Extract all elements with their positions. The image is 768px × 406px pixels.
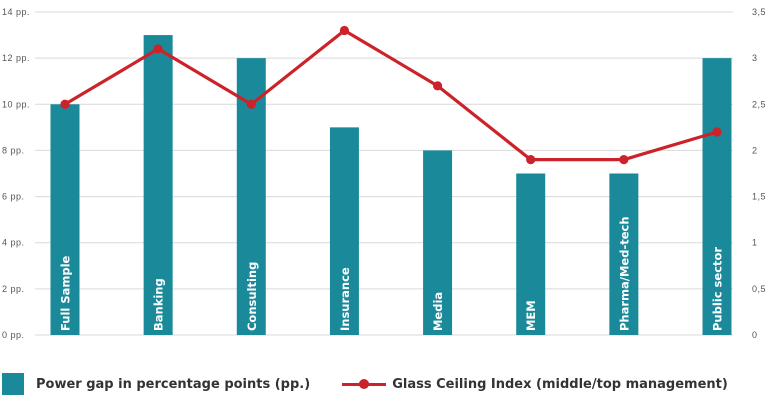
bar [50,104,80,336]
bar [702,58,732,336]
line-point [60,99,70,109]
legend-item-bar: Power gap in percentage points (pp.) [2,373,310,395]
line-series [60,25,722,165]
category-label: MEM [524,300,538,331]
right-tick-label: 1,5 [752,192,766,202]
right-tick-label: 3 [752,53,758,63]
right-tick-label: 0 [752,330,758,340]
left-axis-ticks: 0 pp. 2 pp. 4 pp. 6 pp. 8 pp. 10 pp. 12 pp. 14 … [2,7,30,340]
legend: Power gap in percentage points (pp.) Gla… [0,372,768,396]
legend-swatch-bar [2,373,24,395]
category-label: Insurance [338,267,352,331]
category-label: Media [431,292,445,331]
left-tick-label: 8 pp. [2,145,25,155]
left-tick-label: 2 pp. [2,284,25,294]
right-tick-label: 2,5 [752,99,766,109]
category-label: Public sector [711,247,725,331]
bar [609,173,639,335]
bar [143,35,173,335]
left-tick-label: 6 pp. [2,192,25,202]
category-label: Banking [152,278,166,331]
bar-series: Full Sample Banking Consulting Insurance Med… [50,35,732,336]
line-point [526,155,536,165]
right-tick-label: 2 [752,145,758,155]
right-tick-label: 0,5 [752,284,766,294]
bar [329,127,359,335]
right-axis-ticks: 0 0,5 1 1,5 2 2,5 3 3,5 [752,7,766,340]
legend-label-bar: Power gap in percentage points (pp.) [36,376,311,392]
line-point [619,155,629,165]
line-point [153,44,163,54]
category-label: Full Sample [59,255,73,331]
category-label: Consulting [245,262,259,331]
line-point [246,99,256,109]
combo-chart: 0 pp. 2 pp. 4 pp. 6 pp. 8 pp. 10 pp. 12 pp. 14 … [2,7,766,340]
legend-item-line: Glass Ceiling Index (middle/top manageme… [342,377,728,392]
category-label: Pharma/Med-tech [617,216,631,331]
bar [423,150,453,335]
line-path [64,28,718,162]
line-point [432,81,443,91]
legend-label-line: Glass Ceiling Index (middle/top manageme… [392,376,728,392]
left-tick-label: 10 pp. [2,99,30,109]
legend-swatch-line [342,378,387,390]
right-tick-label: 1 [752,238,758,248]
left-tick-label: 4 pp. [2,238,25,248]
right-tick-label: 3,5 [752,7,766,17]
left-tick-label: 0 pp. [2,330,25,340]
line-point [339,25,350,36]
left-tick-label: 12 pp. [2,53,30,63]
line-point [712,127,722,137]
left-tick-label: 14 pp. [2,7,30,17]
bar [516,173,546,335]
